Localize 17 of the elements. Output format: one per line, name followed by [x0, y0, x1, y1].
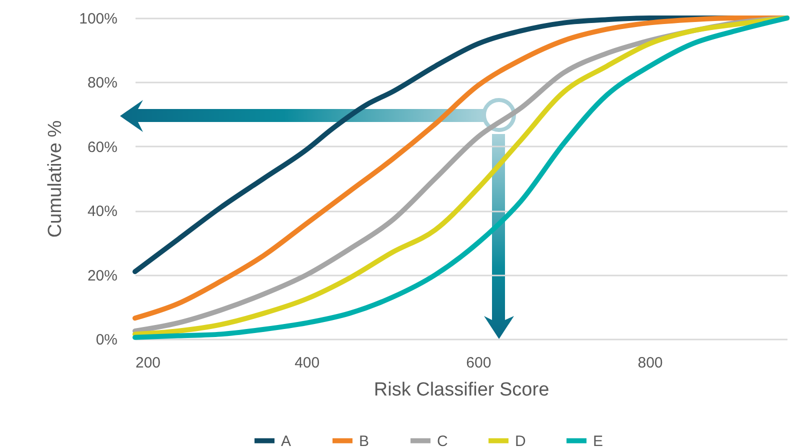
- y-tick-label: 80%: [87, 74, 118, 92]
- x-axis-title: Risk Classifier Score: [374, 380, 550, 400]
- y-tick-label: 100%: [79, 10, 118, 28]
- legend-label: A: [281, 432, 292, 448]
- x-tick-label: 600: [466, 354, 492, 372]
- y-axis-title: Cumulative %: [45, 120, 66, 238]
- y-tick-label: 0%: [96, 332, 118, 348]
- x-tick-label: 400: [294, 354, 320, 372]
- y-tick-label: 20%: [87, 267, 118, 284]
- legend-label: D: [515, 432, 526, 448]
- y-tick-label: 60%: [87, 138, 118, 156]
- y-tick-label: 40%: [87, 203, 118, 220]
- legend-label: E: [593, 432, 604, 448]
- x-tick-label: 800: [638, 354, 663, 372]
- x-tick-label: 200: [136, 354, 161, 372]
- legend-label: C: [437, 432, 448, 448]
- legend-label: B: [359, 432, 370, 448]
